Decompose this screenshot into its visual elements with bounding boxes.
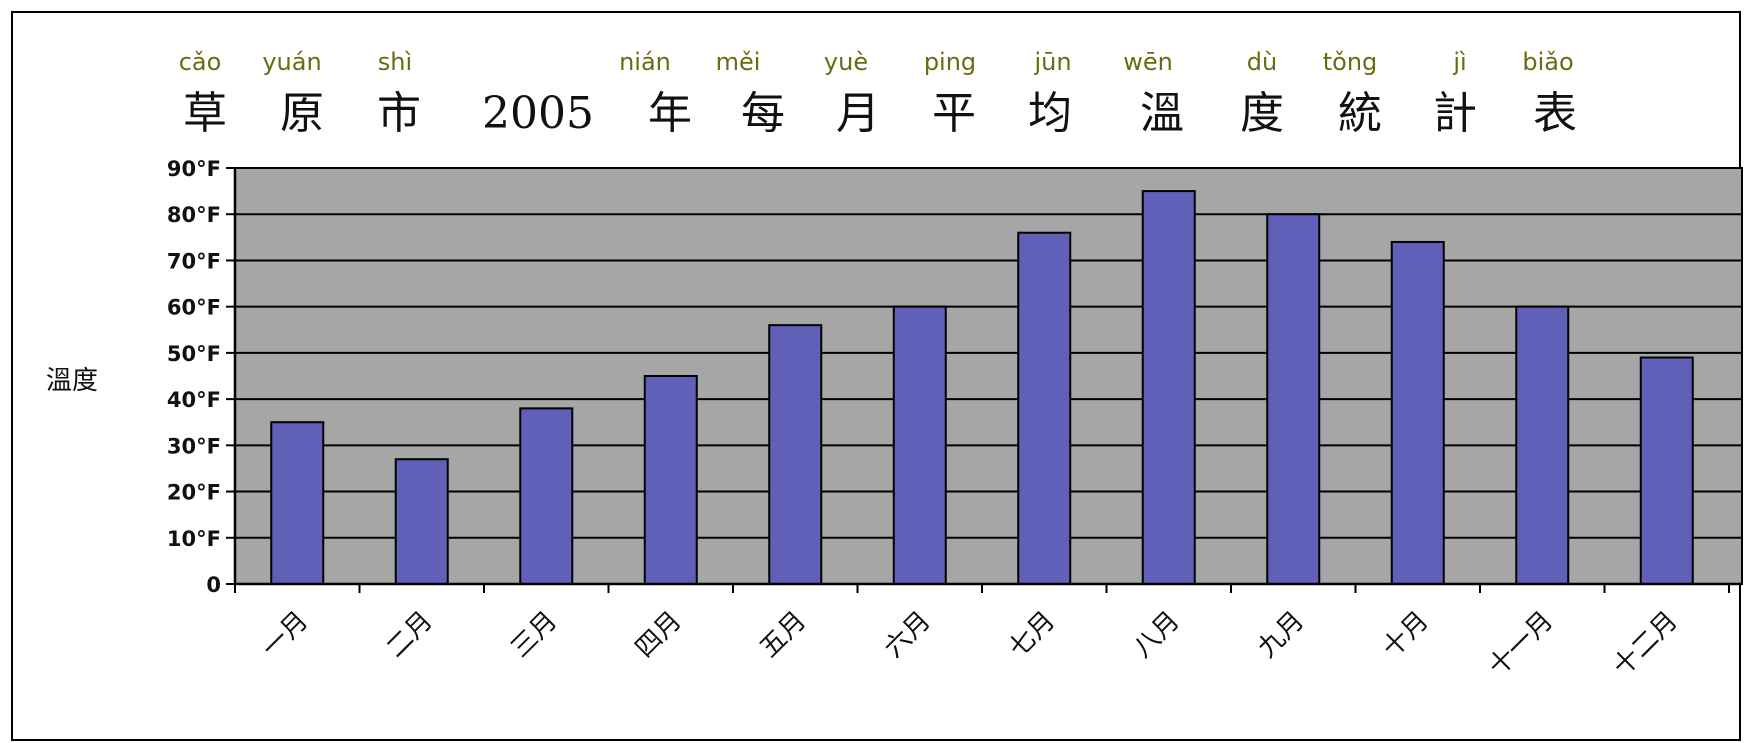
x-tick-label: 十一月 xyxy=(1483,606,1559,682)
pinyin-1: cǎo xyxy=(179,48,222,76)
y-axis-label: 溫度 xyxy=(46,366,98,396)
title-char: 度 xyxy=(1240,88,1284,139)
pinyin-5: měi xyxy=(716,48,761,76)
bar-3 xyxy=(519,407,574,585)
pinyin-4: nián xyxy=(619,48,671,76)
bar-11 xyxy=(1515,305,1570,585)
pinyin-12: jì xyxy=(1452,48,1466,76)
chart-title: 草 原 市 2005 年每月 平 均 溫 度 統計 表 xyxy=(183,88,1577,139)
title-char: 統 xyxy=(1338,88,1382,139)
x-tick-label: 三月 xyxy=(505,606,563,664)
bar-4 xyxy=(643,375,698,585)
title-pinyin: cǎo yuán shì nián měi yuè ping jūn wēn dù tǒng jì bi… xyxy=(179,48,1574,76)
title-char: 市 xyxy=(377,88,421,139)
bar-6 xyxy=(892,305,947,585)
pinyin-8: jūn xyxy=(1033,48,1071,76)
plot-area xyxy=(234,167,1743,585)
y-tick-label: 90°F xyxy=(167,157,221,181)
x-tick-label: 十二月 xyxy=(1607,606,1683,682)
title-char: 草 xyxy=(183,88,227,139)
x-tick-label: 五月 xyxy=(754,606,812,664)
y-tick-label: 50°F xyxy=(167,342,221,366)
title-char: 溫 xyxy=(1140,88,1184,139)
axes xyxy=(226,167,1742,593)
title-char: 表 xyxy=(1533,88,1577,139)
bars xyxy=(270,190,1694,586)
pinyin-13: biǎo xyxy=(1522,48,1573,76)
title-char: 均 xyxy=(1028,88,1072,139)
title-char: 計 xyxy=(1433,88,1477,139)
bar-5 xyxy=(768,324,823,585)
y-tick-label: 0 xyxy=(206,573,221,597)
x-tick-label: 六月 xyxy=(879,606,937,664)
bar-9 xyxy=(1266,213,1321,585)
y-tick-labels: 0 10°F 20°F 30°F 40°F 50°F 60°F 70°F 80°F 90°F xyxy=(167,157,221,597)
bar-7 xyxy=(1017,231,1072,585)
pinyin-6: yuè xyxy=(824,48,868,76)
pinyin-2: yuán xyxy=(262,48,321,76)
y-tick-label: 60°F xyxy=(167,296,221,320)
x-tick-label: 九月 xyxy=(1252,606,1310,664)
pinyin-11: tǒng xyxy=(1323,48,1378,76)
bar-2 xyxy=(394,458,449,586)
x-tick-label: 八月 xyxy=(1128,606,1186,664)
x-tick-label: 七月 xyxy=(1003,606,1061,664)
bar-1 xyxy=(270,421,325,585)
x-tick-label: 二月 xyxy=(381,606,439,664)
y-tick-label: 40°F xyxy=(167,388,221,412)
y-tick-label: 20°F xyxy=(167,481,221,505)
pinyin-3: shì xyxy=(378,48,412,76)
bar-8 xyxy=(1141,190,1196,585)
title-char: 每 xyxy=(741,88,785,139)
x-tick-labels: 一月 二月 三月 四月 五月 六月 七月 八月 九月 十月 十一月 十二月 xyxy=(256,606,1683,682)
pinyin-7: ping xyxy=(924,48,976,76)
title-char: 月 xyxy=(836,88,880,139)
bar-10 xyxy=(1390,240,1445,585)
y-tick-label: 80°F xyxy=(167,203,221,227)
x-tick-label: 十月 xyxy=(1377,606,1435,664)
title-char: 平 xyxy=(932,88,976,139)
y-tick-label: 10°F xyxy=(167,527,221,551)
bar-12 xyxy=(1639,356,1694,585)
y-tick-label: 70°F xyxy=(167,249,221,273)
title-char: 年 xyxy=(648,88,692,139)
title-char: 原 xyxy=(280,88,324,139)
gridlines xyxy=(235,167,1742,539)
title-char: 2005 xyxy=(482,88,594,139)
x-tick-label: 四月 xyxy=(630,606,688,664)
pinyin-10: dù xyxy=(1247,48,1277,76)
y-tick-label: 30°F xyxy=(167,434,221,458)
x-tick-label: 一月 xyxy=(256,606,314,664)
pinyin-9: wēn xyxy=(1123,48,1173,76)
